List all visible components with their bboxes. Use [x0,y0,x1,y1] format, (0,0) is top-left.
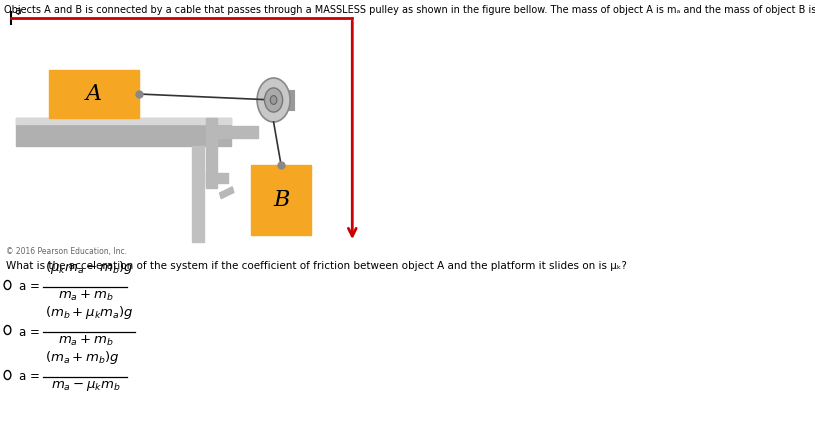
Circle shape [271,96,277,104]
Text: A: A [86,83,102,105]
Text: Objects A and B is connected by a cable that passes through a MASSLESS pulley as: Objects A and B is connected by a cable … [4,5,815,15]
Text: © 2016 Pearson Education, Inc.: © 2016 Pearson Education, Inc. [6,247,127,256]
Text: $(\mu_k m_a-m_b)g$: $(\mu_k m_a-m_b)g$ [45,259,134,276]
Bar [219,187,234,199]
Text: $(m_a+m_b)g$: $(m_a+m_b)g$ [45,349,120,366]
Text: What is the acceleration of the system if the coefficient of friction between ob: What is the acceleration of the system i… [6,261,627,271]
Text: a =: a = [19,371,40,384]
Text: $m_a+m_b$: $m_a+m_b$ [59,334,114,348]
Bar [251,165,311,235]
Bar [217,126,258,138]
Circle shape [265,88,283,112]
Text: $m_a-\mu_k m_b$: $m_a-\mu_k m_b$ [51,379,121,393]
Circle shape [257,78,290,122]
Text: a =: a = [19,281,40,294]
Bar [16,118,231,124]
Text: $(m_b + \mu_k m_a)g$: $(m_b + \mu_k m_a)g$ [45,304,134,321]
Text: a: a [14,6,21,16]
Text: a =: a = [19,326,40,339]
Bar [192,146,204,242]
Bar [49,70,139,118]
Bar [206,118,217,188]
Text: $m_a+m_b$: $m_a+m_b$ [59,289,114,303]
Bar [206,173,228,183]
Bar [16,118,231,146]
Text: B: B [273,189,289,211]
